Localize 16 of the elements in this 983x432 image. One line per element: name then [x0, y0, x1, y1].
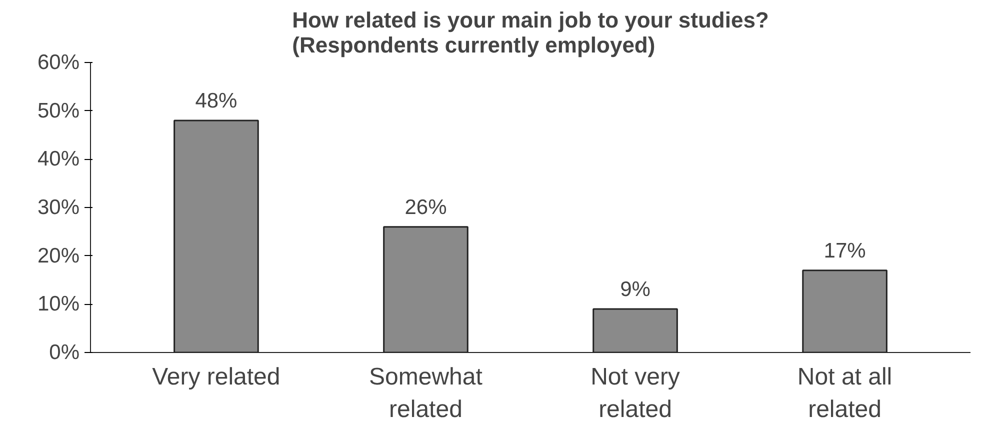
y-tick-label: 40% [37, 148, 80, 171]
data-label: 9% [620, 278, 650, 301]
x-tick-label: Very related [152, 364, 280, 390]
chart-title: How related is your main job to your studies? (Respondents currently employed) [292, 8, 769, 58]
x-tick-label: Somewhat related [369, 364, 483, 423]
y-tick-label: 30% [37, 196, 80, 219]
data-label: 17% [824, 239, 866, 262]
data-label: 48% [195, 90, 238, 112]
y-tick-label: 0% [49, 341, 80, 364]
x-tick-label: Not very related [590, 364, 680, 423]
y-tick-label: 50% [37, 99, 80, 122]
y-tick-label: 20% [37, 244, 80, 268]
y-tick-label: 10% [37, 292, 80, 316]
y-tick-label: 60% [37, 51, 80, 74]
data-label: 26% [404, 196, 447, 219]
x-tick-label: Not at all related [797, 364, 892, 423]
